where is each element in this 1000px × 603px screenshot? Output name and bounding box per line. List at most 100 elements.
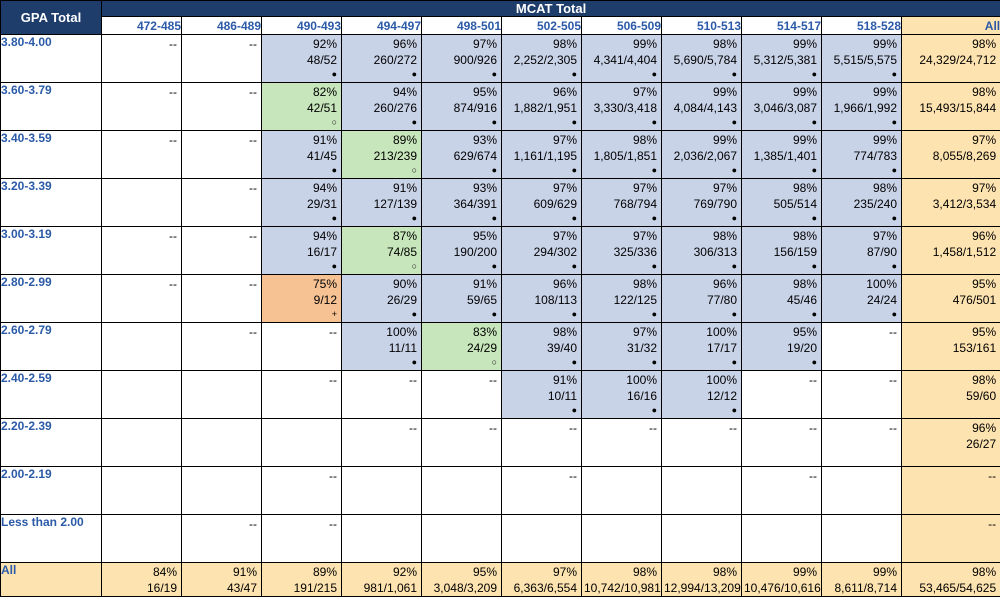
cell-percent: 97% bbox=[472, 37, 497, 51]
cell-marker: ● bbox=[731, 405, 737, 415]
table-cell: 75% 9/12 + bbox=[261, 274, 342, 323]
table-row: 2.80-2.99 -- -- 75% 9/12 +90% 26/29 ● 91% 59/65 ● 9… bbox=[0, 274, 1000, 323]
table-cell bbox=[661, 514, 742, 563]
mcat-column-header: 502-505 bbox=[501, 16, 582, 35]
cell-percent: 93% bbox=[472, 181, 497, 195]
cell-ratio: 10/11 bbox=[547, 389, 577, 403]
cell-ratio: 769/790 bbox=[693, 197, 737, 211]
cell-ratio: 26/27 bbox=[966, 437, 997, 451]
table-cell: 89% 191/215 bbox=[261, 562, 342, 597]
cell-ratio: 24,329/24,712 bbox=[919, 53, 997, 67]
table-cell: 84% 16/19 bbox=[101, 562, 182, 597]
cell-percent: 91% bbox=[472, 277, 497, 291]
cell-ratio: 3,048/3,209 bbox=[433, 581, 497, 595]
cell-percent: 100% bbox=[706, 325, 737, 339]
cell-percent: -- bbox=[329, 373, 337, 387]
cell-ratio: 45/46 bbox=[786, 293, 817, 307]
cell-percent: 91% bbox=[552, 373, 577, 387]
cell-percent: -- bbox=[329, 517, 337, 531]
cell-marker: ● bbox=[891, 165, 897, 175]
cell-percent: 94% bbox=[312, 229, 337, 243]
cell-percent: 96% bbox=[552, 277, 577, 291]
table-row: 3.40-3.59 -- -- 91% 41/45 ● 89% 213/239 ○ 93% 629/… bbox=[0, 130, 1000, 179]
cell-percent: -- bbox=[249, 37, 257, 51]
table-cell bbox=[341, 514, 422, 563]
cell-percent: 99% bbox=[872, 37, 897, 51]
cell-ratio: 19/20 bbox=[786, 341, 817, 355]
cell-marker: ○ bbox=[331, 117, 337, 127]
table-cell: 100% 24/24 ● bbox=[821, 274, 902, 323]
table-cell: -- bbox=[261, 466, 342, 515]
table-cell: 89% 213/239 ○ bbox=[341, 130, 422, 179]
cell-percent: -- bbox=[169, 277, 177, 291]
cell-percent: 95% bbox=[972, 325, 997, 339]
cell-ratio: 11/11 bbox=[388, 341, 417, 355]
cell-ratio: 87/90 bbox=[866, 245, 897, 259]
table-cell: 96% 1,458/1,512 bbox=[900, 226, 1000, 275]
cell-percent: 100% bbox=[626, 373, 657, 387]
cell-percent: 98% bbox=[972, 37, 997, 51]
cell-percent: -- bbox=[169, 133, 177, 147]
table-cell: -- bbox=[741, 370, 822, 419]
cell-ratio: 4,084/4,143 bbox=[673, 101, 737, 115]
cell-marker: ● bbox=[571, 213, 577, 223]
table-cell bbox=[821, 514, 902, 563]
cell-ratio: 1,161/1,195 bbox=[513, 149, 577, 163]
table-cell: 98% 122/125 ● bbox=[581, 274, 662, 323]
cell-percent: 98% bbox=[792, 181, 817, 195]
cell-ratio: 10,476/10,616 bbox=[744, 581, 821, 595]
mcat-column-header: 514-517 bbox=[741, 16, 822, 35]
cell-percent: -- bbox=[988, 469, 997, 483]
cell-ratio: 191/215 bbox=[293, 581, 337, 595]
table-cell: -- bbox=[181, 226, 262, 275]
cell-percent: -- bbox=[329, 469, 337, 483]
table-cell: 99% 2,036/2,067 ● bbox=[661, 130, 742, 179]
cell-percent: -- bbox=[889, 373, 897, 387]
cell-percent: 96% bbox=[392, 37, 417, 51]
table-cell bbox=[101, 514, 182, 563]
cell-ratio: 41/45 bbox=[306, 149, 337, 163]
table-cell: -- bbox=[741, 418, 822, 467]
cell-marker: + bbox=[331, 309, 337, 319]
cell-marker: ● bbox=[651, 69, 657, 79]
cell-percent: 98% bbox=[972, 85, 997, 99]
cell-percent: -- bbox=[249, 277, 257, 291]
cell-marker: ● bbox=[411, 213, 417, 223]
gpa-row-label: 2.40-2.59 bbox=[0, 370, 102, 419]
table-cell: 98% 10,742/10,981 bbox=[581, 562, 662, 597]
cell-ratio: 768/794 bbox=[613, 197, 657, 211]
cell-ratio: 213/239 bbox=[373, 149, 417, 163]
table-row: 2.20-2.39 -- -- -- -- -- -- -- 96% 26/27 bbox=[0, 418, 1000, 467]
table-row: 3.00-3.19 -- -- 94% 16/17 ● 87% 74/85 ○ 95% 190/20… bbox=[0, 226, 1000, 275]
cell-marker: ● bbox=[571, 357, 577, 367]
cell-ratio: 5,690/5,784 bbox=[673, 53, 737, 67]
table-cell: 98% 59/60 bbox=[900, 370, 1000, 419]
cell-percent: -- bbox=[988, 517, 997, 531]
table-cell: 99% 8,611/8,714 bbox=[821, 562, 902, 597]
cell-ratio: 127/139 bbox=[373, 197, 417, 211]
cell-percent: -- bbox=[729, 421, 737, 435]
table-cell: -- bbox=[341, 370, 422, 419]
cell-percent: 84% bbox=[152, 565, 177, 579]
cell-marker: ● bbox=[811, 165, 817, 175]
cell-ratio: 4,341/4,404 bbox=[593, 53, 657, 67]
cell-marker: ● bbox=[491, 69, 497, 79]
total-row: All 84% 16/19 91% 43/47 89% 191/215 92% 981/1,06… bbox=[0, 562, 1000, 597]
table-cell: 99% 1,966/1,992 ● bbox=[821, 82, 902, 131]
cell-percent: 75% bbox=[312, 277, 337, 291]
table-cell: 94% 16/17 ● bbox=[261, 226, 342, 275]
cell-ratio: 3,412/3,534 bbox=[932, 197, 997, 211]
cell-marker: ● bbox=[491, 261, 497, 271]
table-cell bbox=[181, 466, 262, 515]
cell-ratio: 1,805/1,851 bbox=[593, 149, 657, 163]
table-cell: 95% 3,048/3,209 bbox=[421, 562, 502, 597]
cell-marker: ● bbox=[891, 213, 897, 223]
cell-ratio: 108/113 bbox=[534, 293, 578, 307]
cell-marker: ● bbox=[411, 309, 417, 319]
cell-percent: 99% bbox=[872, 565, 897, 579]
cell-ratio: 39/40 bbox=[546, 341, 577, 355]
cell-marker: ● bbox=[651, 117, 657, 127]
table-cell: -- bbox=[341, 418, 422, 467]
table-cell: 95% 476/501 bbox=[900, 274, 1000, 323]
